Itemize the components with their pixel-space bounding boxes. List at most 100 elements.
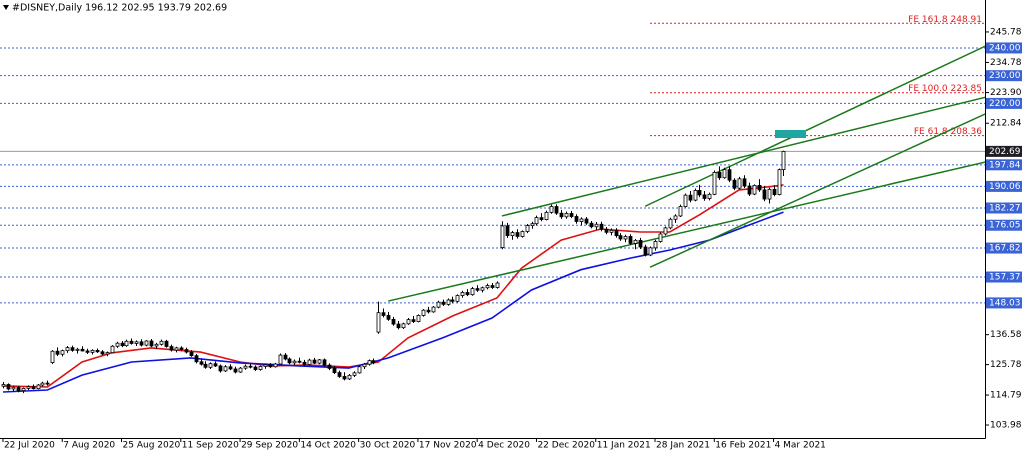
candle-body [396, 323, 401, 329]
candle-body [105, 352, 110, 355]
candle-body [337, 372, 342, 377]
candle-body [391, 318, 396, 325]
candle-body [50, 350, 55, 363]
candle-body [85, 350, 90, 353]
y-tick-label: 136.58 [990, 330, 1022, 340]
candle-body [213, 363, 218, 367]
candle-body [411, 319, 416, 322]
candle-body [688, 194, 693, 201]
level-tag-label: 176.05 [989, 221, 1021, 231]
level-tag-label: 148.03 [989, 298, 1021, 308]
candle-body [307, 359, 312, 365]
candle-body [357, 366, 362, 374]
candle-body [386, 315, 391, 320]
candle-body [36, 384, 41, 390]
candle-body [673, 215, 678, 220]
candle-body [633, 239, 638, 244]
candle-body [742, 178, 747, 187]
candle-body [455, 295, 460, 302]
chart-title: #DISNEY,Daily 196.12 202.95 193.79 202.6… [12, 3, 227, 14]
y-tick-label: 234.78 [990, 58, 1022, 68]
candle-body [495, 282, 500, 288]
level-tag [986, 202, 1022, 214]
level-tag-label: 182.27 [989, 203, 1021, 213]
candle-body [732, 179, 737, 189]
level-tag-label: 240.00 [989, 43, 1021, 53]
candle-body [174, 347, 179, 351]
candle-body [11, 386, 16, 390]
x-tick-label: 29 Sep 2020 [241, 441, 298, 451]
candle-body [21, 387, 26, 391]
candle-body [199, 361, 204, 365]
candle-body [668, 218, 673, 229]
x-tick-label: 25 Aug 2020 [123, 441, 181, 451]
candle-body [747, 185, 752, 195]
candle-body [292, 360, 297, 364]
candle-body [683, 194, 688, 207]
candle-body [485, 285, 490, 289]
candle-body [431, 306, 436, 313]
candle-body [139, 341, 144, 346]
candle-body [781, 150, 786, 171]
candle-body [559, 212, 564, 218]
candle-body [697, 190, 702, 196]
y-tick-label: 245.78 [990, 27, 1022, 37]
candle-body [594, 223, 599, 228]
candle-body [470, 288, 475, 296]
candle-body [381, 312, 386, 316]
candle-body [702, 194, 707, 199]
candle-body [115, 342, 120, 347]
candle-body [569, 213, 574, 217]
level-tag-label: 230.00 [989, 71, 1021, 81]
candle-body [777, 169, 782, 196]
candle-body [302, 361, 307, 365]
y-tick-label: 212.84 [990, 119, 1022, 129]
x-tick-label: 28 Jan 2021 [656, 441, 710, 451]
level-tag [986, 159, 1022, 171]
candle-body [253, 366, 258, 370]
candle-body [287, 358, 292, 364]
level-tag-label: 190.06 [989, 182, 1021, 192]
candle-body [589, 222, 594, 228]
candle-body [322, 359, 327, 366]
candle-body [154, 343, 159, 347]
candle-body [159, 340, 164, 345]
x-tick-label: 11 Jan 2021 [597, 441, 651, 451]
candle-body [327, 364, 332, 369]
candle-body [628, 236, 633, 244]
x-tick-label: 14 Oct 2020 [300, 441, 356, 451]
candle-body [530, 223, 535, 227]
level-tag-label: 220.00 [989, 99, 1021, 109]
candle-body [618, 235, 623, 240]
candle-body [203, 363, 208, 368]
candle-body [189, 351, 194, 357]
candle-body [342, 376, 347, 380]
y-tick-label: 114.79 [990, 391, 1022, 401]
candle-body [95, 349, 100, 353]
x-tick-label: 7 Aug 2020 [63, 441, 115, 451]
candle-body [525, 225, 530, 232]
candle-body [441, 301, 446, 305]
candle-body [218, 365, 223, 372]
candle-body [717, 172, 722, 179]
level-tag [986, 242, 1022, 254]
y-tick-label: 103.98 [990, 421, 1022, 431]
candle-body [401, 323, 406, 329]
candle-body [367, 360, 372, 365]
average-line [2, 211, 784, 393]
candle-body [194, 355, 199, 363]
price-tag [986, 145, 1022, 157]
candle-body [549, 206, 554, 213]
candle-body [648, 247, 653, 256]
candle-body [60, 350, 65, 355]
candle-body [510, 232, 515, 237]
level-tag [986, 70, 1022, 82]
candle-body [228, 366, 233, 370]
candle-body [623, 236, 628, 240]
candle-body [352, 372, 357, 376]
x-tick-label: 17 Nov 2020 [419, 441, 477, 451]
trendline [388, 161, 985, 302]
candle-body [362, 363, 367, 368]
